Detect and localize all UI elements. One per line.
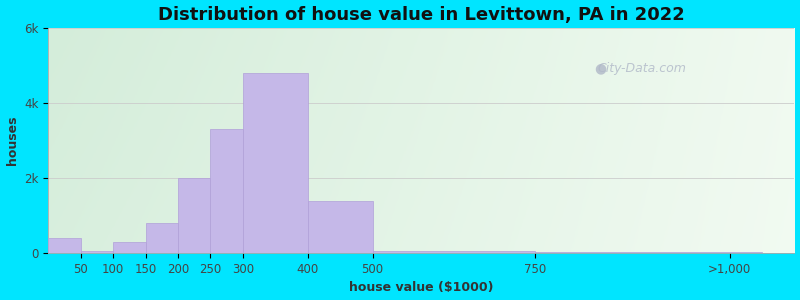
Bar (243, 73, 308, 253)
Bar (178, 178, 210, 253)
Text: City-Data.com: City-Data.com (597, 62, 686, 75)
Y-axis label: houses: houses (6, 116, 18, 165)
Bar (535, 252, 762, 253)
Text: ●: ● (594, 61, 606, 75)
Bar (210, 129, 243, 253)
X-axis label: house value ($1000): house value ($1000) (349, 281, 494, 294)
Bar (113, 242, 146, 253)
Bar (81, 251, 113, 253)
Bar (373, 251, 535, 253)
Bar (146, 223, 178, 253)
Bar (48, 238, 81, 253)
Bar (308, 201, 373, 253)
Title: Distribution of house value in Levittown, PA in 2022: Distribution of house value in Levittown… (158, 6, 685, 24)
